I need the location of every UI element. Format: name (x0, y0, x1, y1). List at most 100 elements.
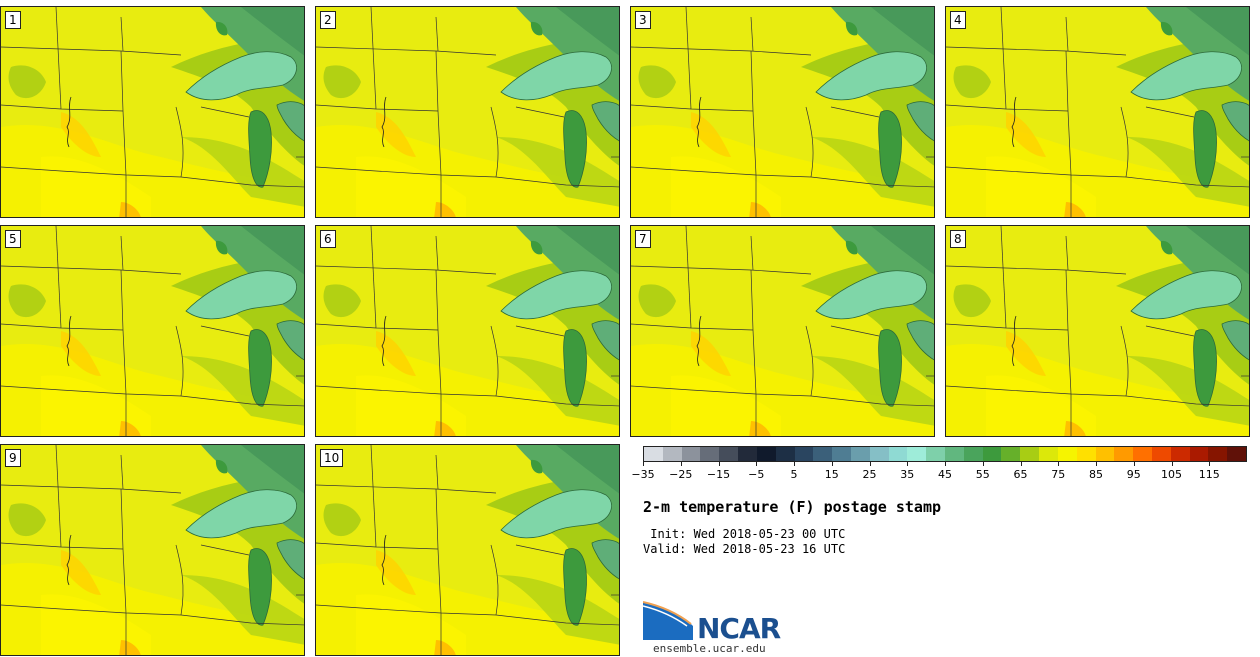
colorbar-tick-label: 35 (900, 468, 915, 481)
stamp-panel-6: 6 (315, 225, 620, 437)
colorbar-tick-mark (718, 462, 720, 466)
map-7 (631, 226, 934, 436)
colorbar-tick-mark (869, 462, 871, 466)
colorbar-tick-mark (756, 462, 758, 466)
map-2 (316, 7, 619, 217)
stamp-panel-10: 10 (315, 444, 620, 656)
temperature-colorbar (643, 446, 1247, 462)
colorbar-tick-label: 65 (1013, 468, 1028, 481)
stamp-panel-4: 4 (945, 6, 1250, 218)
colorbar-tick-mark (945, 462, 946, 466)
colorbar-swatch (756, 447, 776, 461)
colorbar-tick-label: 95 (1126, 468, 1141, 481)
stamp-panel-5: 5 (0, 225, 305, 437)
colorbar-swatch (1189, 447, 1209, 461)
colorbar-tick-mark (1020, 462, 1022, 466)
colorbar-tick-mark (643, 462, 644, 466)
colorbar-swatch (963, 447, 983, 461)
colorbar-swatch (1151, 447, 1171, 461)
colorbar-tick-mark (831, 462, 833, 466)
colorbar-tick-label: 25 (862, 468, 877, 481)
stamp-panel-1: 1 (0, 6, 305, 218)
panel-label-2: 2 (320, 11, 336, 29)
panel-label-9: 9 (5, 449, 21, 467)
map-1 (1, 7, 304, 217)
panel-label-5: 5 (5, 230, 21, 248)
colorbar-tick-label: 105 (1161, 468, 1182, 481)
colorbar-tick-label: −5 (748, 468, 765, 481)
map-3 (631, 7, 934, 217)
colorbar-tick-mark (1096, 462, 1097, 466)
colorbar-tick-mark (680, 462, 682, 466)
colorbar-swatch (1001, 447, 1021, 461)
logo-url: ensemble.ucar.edu (653, 642, 766, 655)
colorbar-tick-label: 5 (790, 468, 798, 481)
colorbar-swatch (945, 447, 964, 461)
product-title: 2-m temperature (F) postage stamp (643, 498, 942, 516)
colorbar-tick-label: 45 (938, 468, 952, 481)
stamp-panel-2: 2 (315, 6, 620, 218)
map-9 (1, 445, 304, 655)
map-4 (946, 7, 1249, 217)
colorbar-tick-mark (1133, 462, 1135, 466)
colorbar-tick-label: 75 (1051, 468, 1066, 481)
colorbar-swatch (1114, 447, 1134, 461)
valid-time: Valid: Wed 2018-05-23 16 UTC (643, 542, 846, 556)
colorbar-swatch (644, 447, 663, 461)
colorbar-swatch (1208, 447, 1228, 461)
colorbar-swatch (1076, 447, 1096, 461)
colorbar-tick-mark (794, 462, 795, 466)
panel-label-7: 7 (635, 230, 651, 248)
ncar-logo-icon (643, 601, 693, 640)
colorbar-swatch (982, 447, 1002, 461)
stamp-panel-9: 9 (0, 444, 305, 656)
colorbar-swatch (850, 447, 870, 461)
colorbar-tick-label: 85 (1089, 468, 1103, 481)
colorbar-swatch (888, 447, 908, 461)
panel-label-10: 10 (320, 449, 344, 467)
colorbar-tick-label: −15 (706, 468, 731, 481)
colorbar-tick-mark (907, 462, 909, 466)
panel-label-1: 1 (5, 11, 21, 29)
colorbar-swatch (1133, 447, 1152, 461)
colorbar-swatch (1020, 447, 1040, 461)
map-10 (316, 445, 619, 655)
stamp-panel-8: 8 (945, 225, 1250, 437)
colorbar-swatch (1095, 447, 1115, 461)
colorbar-swatch (794, 447, 814, 461)
stamp-panel-3: 3 (630, 6, 935, 218)
map-8 (946, 226, 1249, 436)
colorbar-swatch (1057, 447, 1077, 461)
colorbar-tick-mark (982, 462, 984, 466)
colorbar-swatch (719, 447, 739, 461)
colorbar-swatch (738, 447, 757, 461)
colorbar-swatch (775, 447, 795, 461)
colorbar-swatch (907, 447, 927, 461)
colorbar-swatch (1039, 447, 1058, 461)
colorbar-tick-mark (1209, 462, 1211, 466)
panel-label-4: 4 (950, 11, 966, 29)
colorbar-swatch (1170, 447, 1190, 461)
colorbar-tick-label: −25 (669, 468, 693, 481)
colorbar-swatch (926, 447, 945, 461)
colorbar-tick-label: −35 (631, 468, 655, 481)
colorbar-swatch (813, 447, 833, 461)
logo-name: NCAR (697, 612, 781, 645)
colorbar-tick-label: 15 (824, 468, 839, 481)
colorbar-tick-mark (1058, 462, 1060, 466)
map-5 (1, 226, 304, 436)
colorbar-swatch (681, 447, 701, 461)
colorbar-tick-mark (1171, 462, 1173, 466)
colorbar-swatch (832, 447, 851, 461)
colorbar-ticks: −35 −25 −15 −5 5 15 25 35 45 55 65 75 85 95 105 115 (631, 462, 1247, 482)
map-6 (316, 226, 619, 436)
colorbar-tick-label: 115 (1198, 468, 1220, 481)
panel-label-6: 6 (320, 230, 336, 248)
colorbar-swatch (700, 447, 720, 461)
stamp-panel-7: 7 (630, 225, 935, 437)
panel-label-8: 8 (950, 230, 966, 248)
panel-label-3: 3 (635, 11, 651, 29)
colorbar-swatch (1227, 447, 1246, 461)
colorbar-swatch (869, 447, 889, 461)
colorbar-tick-label: 55 (975, 468, 990, 481)
